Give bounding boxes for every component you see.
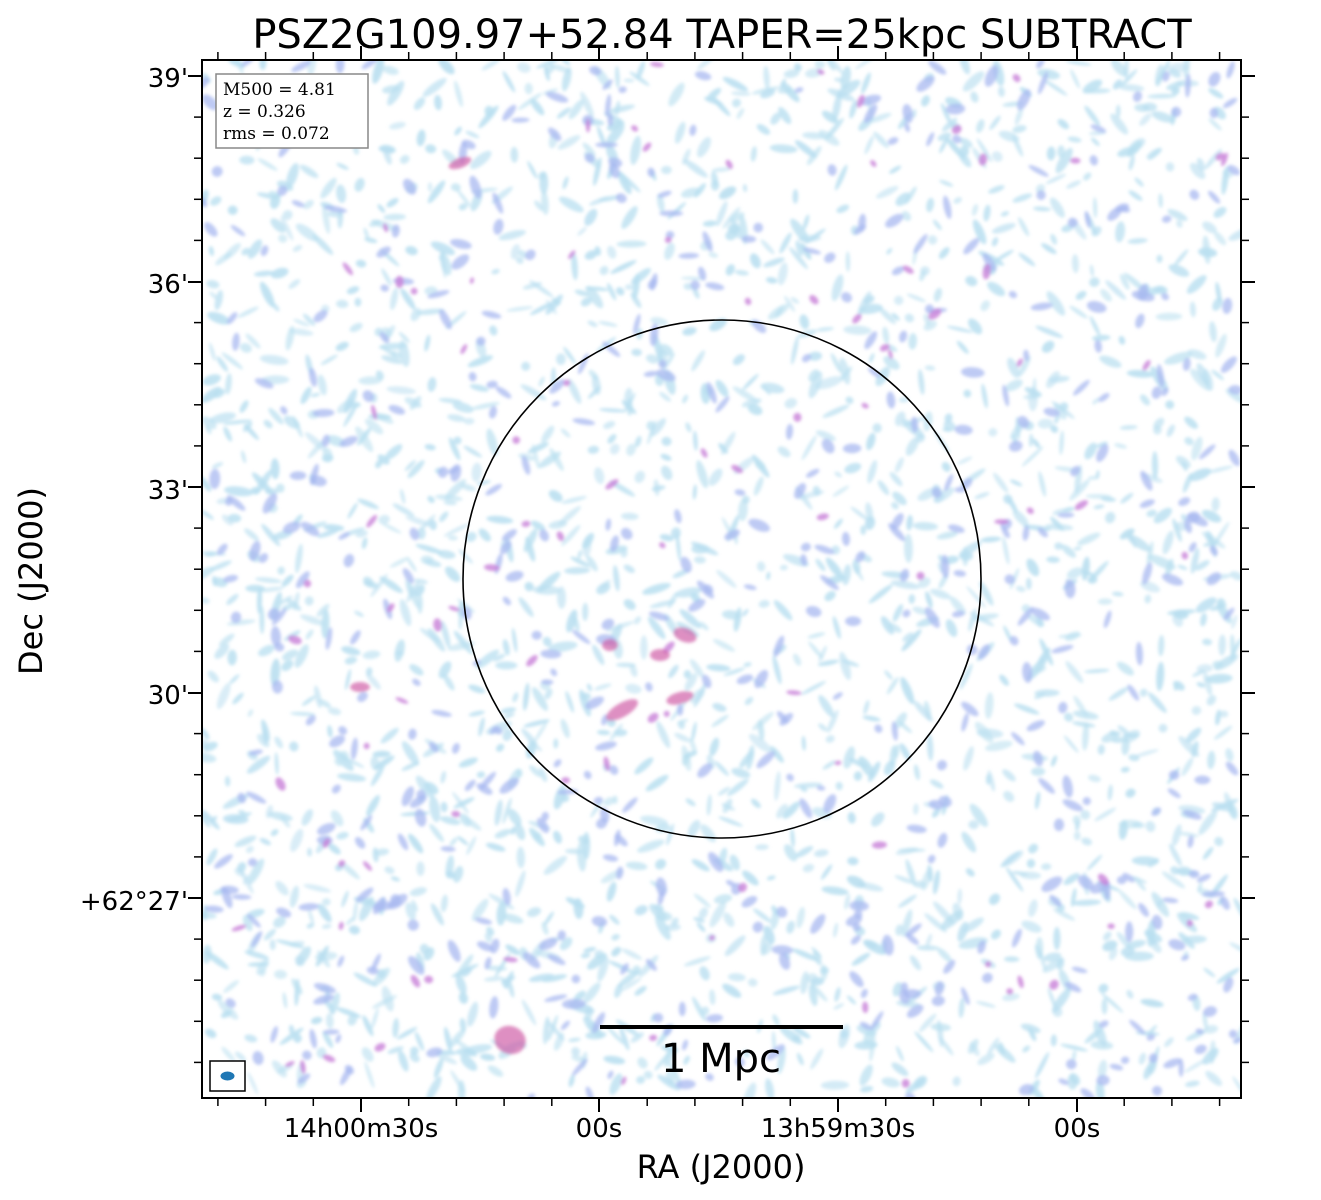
plot-frame [201, 59, 1242, 1099]
scale-bar: 1 Mpc [600, 1025, 843, 1082]
beam-indicator [209, 1060, 246, 1092]
y-tick-label: 33' [148, 476, 188, 506]
y-axis-label: Dec (J2000) [12, 487, 50, 675]
plot-background [202, 60, 1241, 1098]
radio-emission-noise [202, 60, 1241, 1098]
y-tick-label: +62°27' [80, 887, 188, 917]
plot-title: PSZ2G109.97+52.84 TAPER=25kpc SUBTRACT [252, 12, 1192, 58]
info-redshift: z = 0.326 [223, 102, 306, 122]
x-axis-label: RA (J2000) [637, 1148, 806, 1186]
y-tick-label: 39' [148, 64, 188, 94]
info-rms: rms = 0.072 [223, 124, 330, 144]
x-tick-label: 00s [576, 1114, 623, 1144]
scale-bar-label: 1 Mpc [661, 1036, 781, 1082]
info-m500: M500 = 4.81 [223, 80, 336, 100]
r500-circle [462, 319, 982, 839]
x-tick-label: 00s [1054, 1114, 1101, 1144]
x-tick-label: 14h00m30s [284, 1114, 439, 1144]
info-box: M500 = 4.81 z = 0.326 rms = 0.072 [215, 73, 369, 149]
x-tick-label: 13h59m30s [761, 1114, 916, 1144]
axis-ticks [188, 46, 1255, 1112]
y-tick-label: 36' [148, 270, 188, 300]
y-tick-label: 30' [148, 681, 188, 711]
